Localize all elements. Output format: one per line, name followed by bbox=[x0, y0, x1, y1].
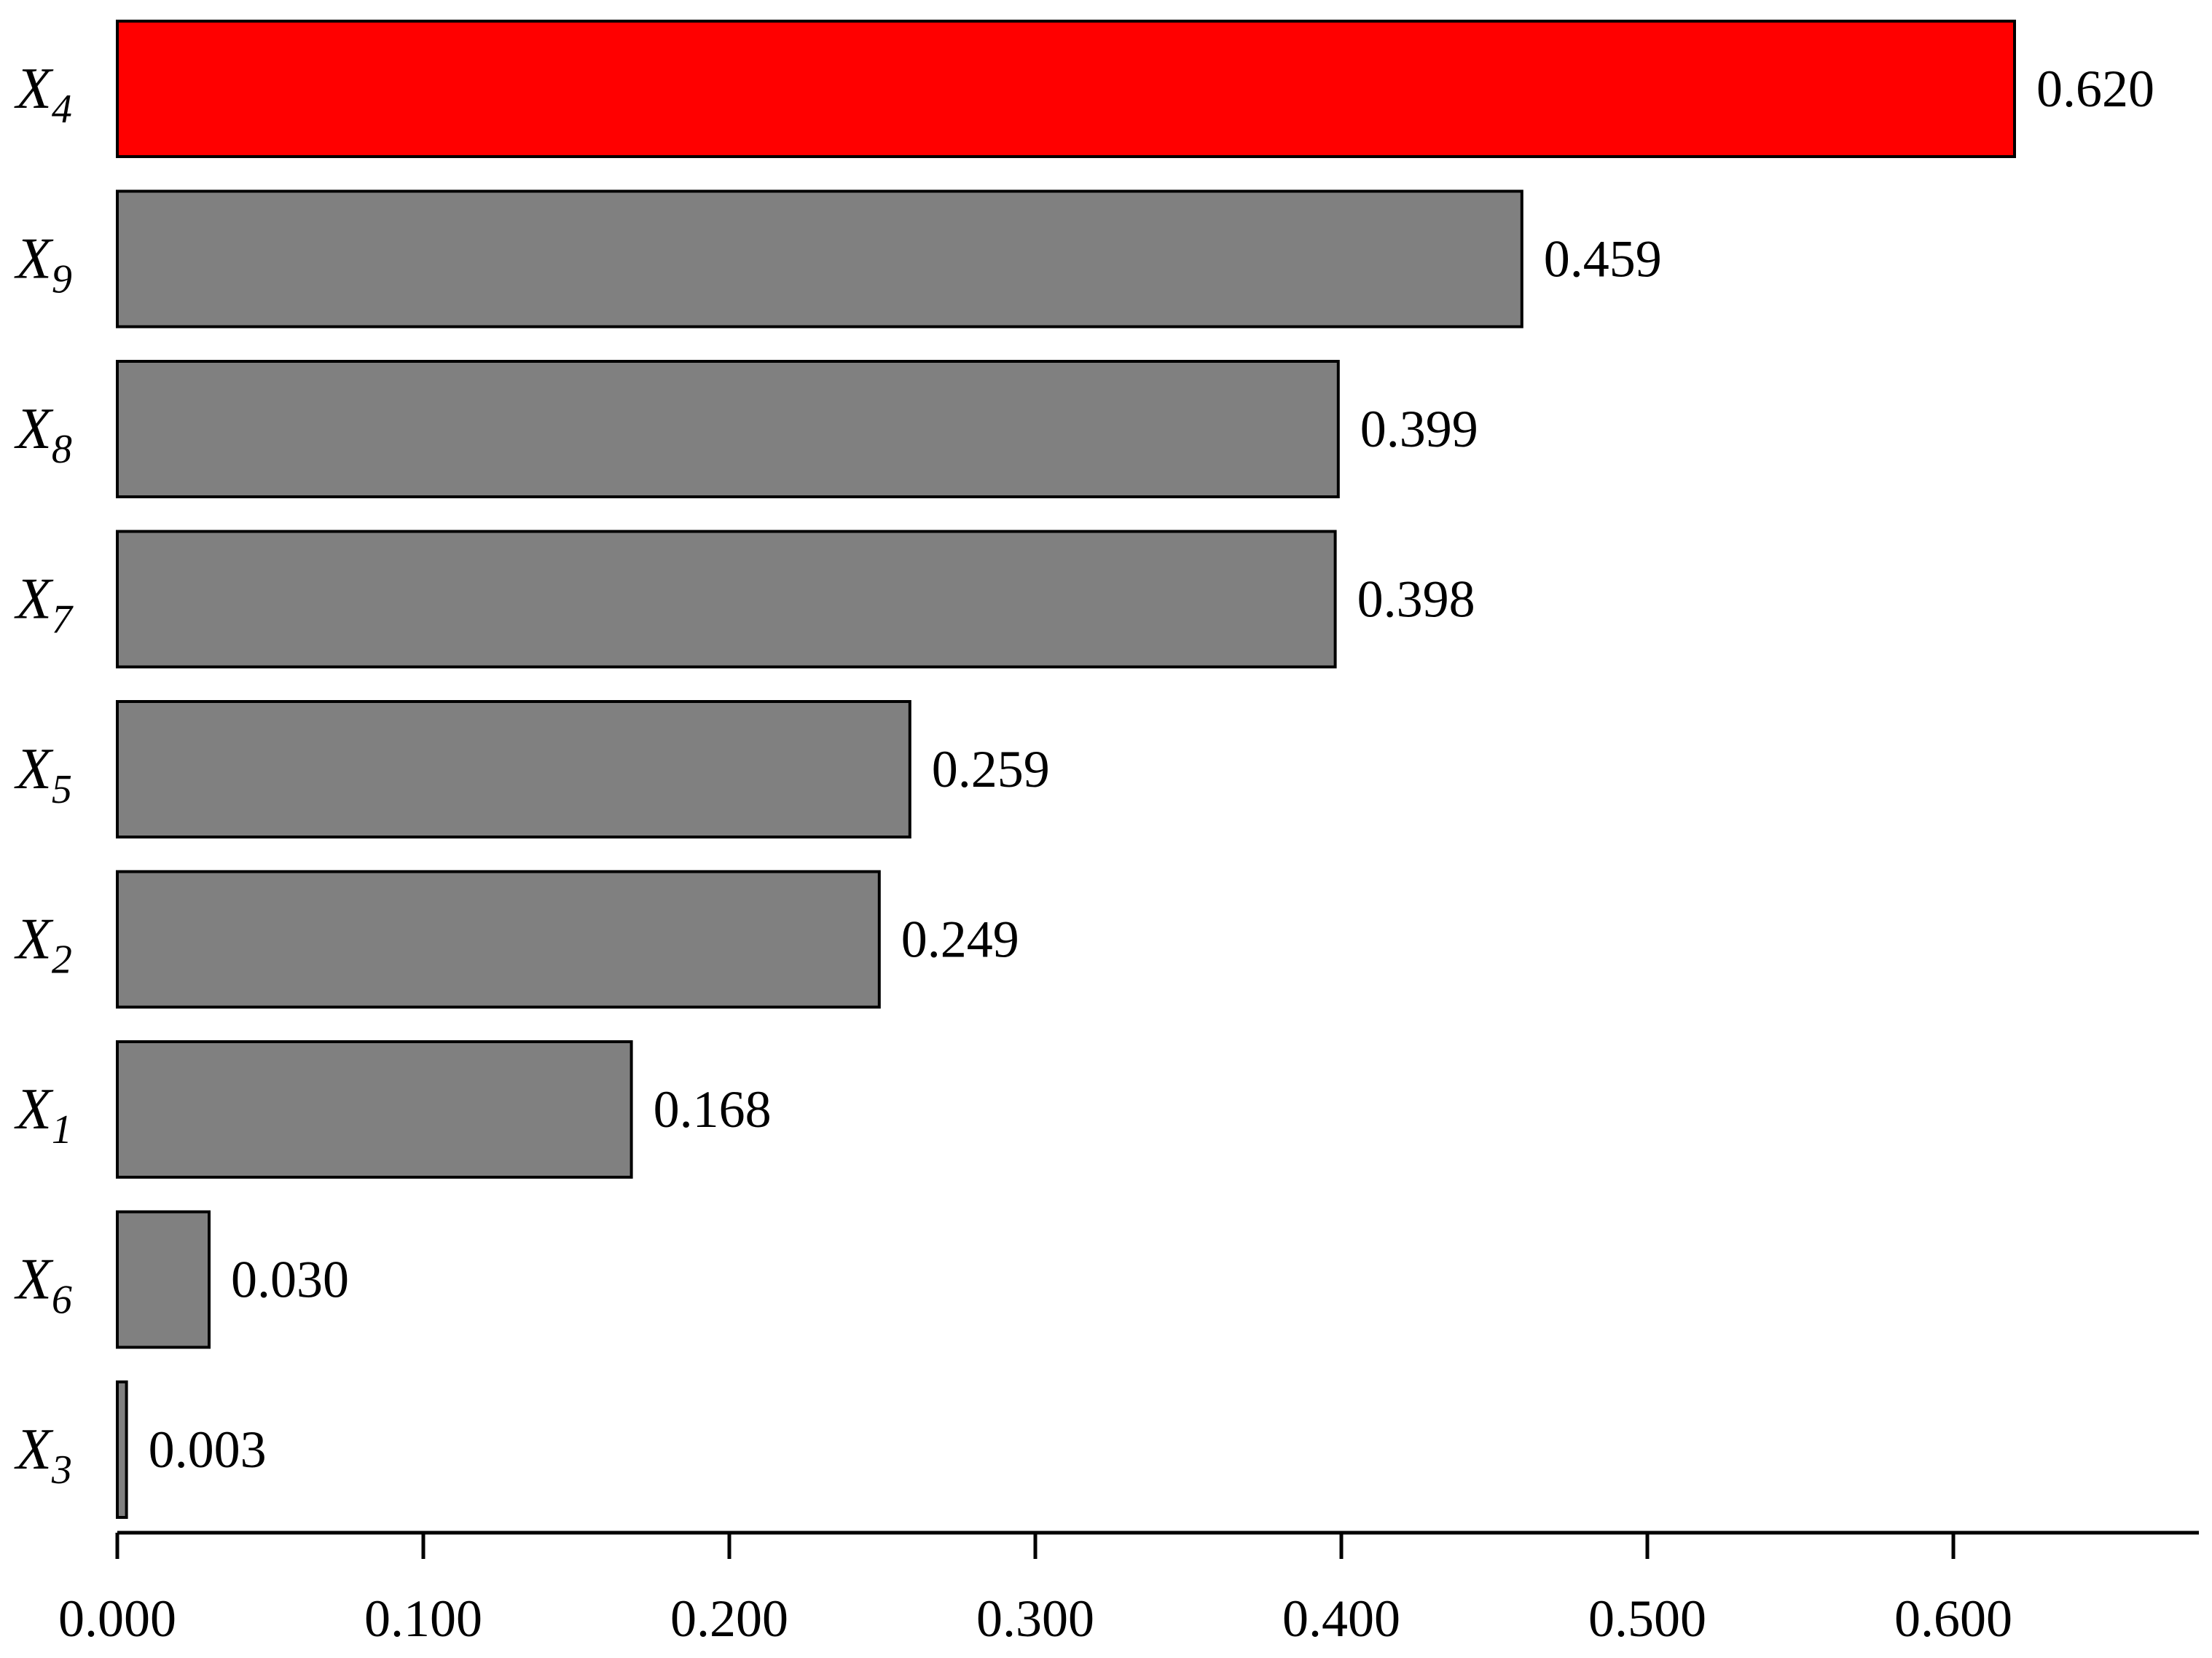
x-axis: 0.000 0.100 0.200 0.300 0.400 0.500 0.600 bbox=[58, 1531, 2199, 1648]
value-label: 0.259 bbox=[932, 740, 1050, 798]
value-labels: 0.620 0.459 0.399 0.398 0.259 0.249 0.168 0.030… bbox=[149, 60, 2154, 1479]
category-label: X4 bbox=[14, 57, 72, 132]
value-label: 0.030 bbox=[231, 1251, 349, 1309]
category-label: X2 bbox=[14, 908, 72, 983]
bar-x7 bbox=[116, 530, 1337, 669]
x-tick-label: 0.100 bbox=[364, 1590, 482, 1648]
x-tick-label: 0.500 bbox=[1588, 1590, 1706, 1648]
value-label: 0.249 bbox=[901, 911, 1019, 969]
category-labels: X4 X9 X8 X7 X5 X2 X1 X6 X3 bbox=[14, 57, 74, 1493]
x-tick-label: 0.400 bbox=[1282, 1590, 1400, 1648]
bar-x8 bbox=[116, 360, 1340, 498]
category-label: X8 bbox=[14, 397, 72, 472]
value-label: 0.459 bbox=[1544, 230, 1662, 288]
bar-x3 bbox=[116, 1380, 128, 1519]
bars-group bbox=[116, 20, 2016, 1519]
value-label: 0.399 bbox=[1360, 400, 1478, 458]
value-label: 0.003 bbox=[149, 1421, 267, 1479]
category-label: X6 bbox=[14, 1248, 72, 1323]
category-label: X5 bbox=[14, 737, 72, 812]
x-tick-label: 0.200 bbox=[670, 1590, 788, 1648]
bar-x1 bbox=[116, 1040, 633, 1179]
bar-x6 bbox=[116, 1210, 211, 1349]
value-label: 0.398 bbox=[1357, 570, 1475, 629]
value-label: 0.168 bbox=[654, 1080, 772, 1139]
bar-x4 bbox=[116, 20, 2016, 158]
x-tick-label: 0.300 bbox=[976, 1590, 1094, 1648]
bar-x9 bbox=[116, 189, 1523, 329]
bar-x5 bbox=[116, 700, 911, 838]
category-label: X3 bbox=[14, 1418, 72, 1493]
x-tick-label: 0.600 bbox=[1894, 1590, 2012, 1648]
category-label: X1 bbox=[14, 1077, 72, 1152]
x-tick-label: 0.000 bbox=[58, 1590, 176, 1648]
bar-x2 bbox=[116, 870, 881, 1009]
category-label: X9 bbox=[14, 227, 72, 302]
value-label: 0.620 bbox=[2036, 60, 2154, 118]
category-label: X7 bbox=[14, 567, 74, 643]
